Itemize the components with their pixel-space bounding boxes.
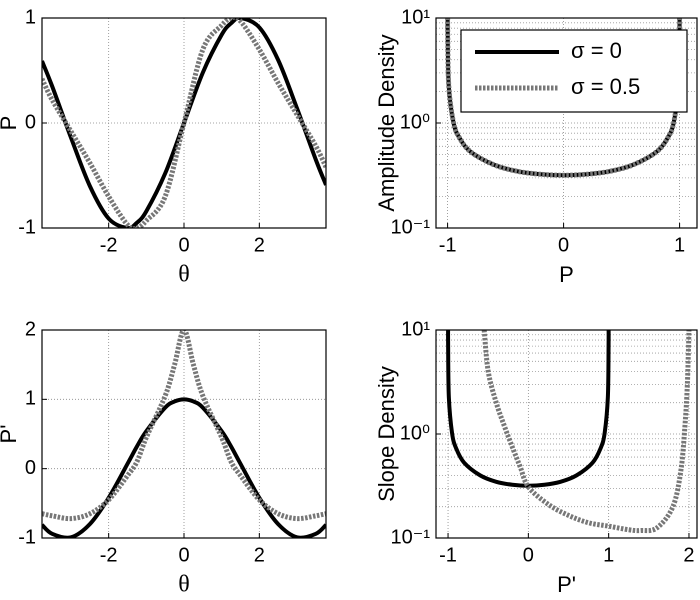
series-line (446, 330, 611, 488)
x-axis-label: θ (178, 572, 190, 598)
plot-frame (41, 329, 327, 539)
x-tick-label: 1 (674, 234, 685, 256)
series-line (42, 330, 326, 522)
subplot: -1 0 1 2 10⁻¹ 10⁰ 10¹ P' Slope Density (374, 318, 698, 597)
series-line (42, 18, 326, 228)
y-tick-label: -1 (18, 216, 36, 238)
y-tick-label: 1 (25, 388, 36, 410)
subplot: -2 0 2 -1 0 1 2 θ P' (0, 318, 327, 598)
y-axis-label: P' (0, 425, 21, 444)
series-line (42, 18, 326, 228)
y-tick-label: 2 (25, 318, 36, 340)
series-line (445, 18, 683, 178)
y-tick-label: 10⁰ (400, 111, 430, 133)
subplot: -2 0 2 -1 0 1 θ P (0, 6, 327, 288)
x-axis-label: P' (557, 572, 576, 597)
y-axis-label: Slope Density (374, 366, 399, 502)
legend-box (460, 29, 688, 113)
x-axis-label: P (559, 262, 574, 287)
y-tick-label: -1 (18, 526, 36, 548)
y-tick-label: 10¹ (401, 6, 430, 28)
y-tick-label: 0 (25, 457, 36, 479)
x-tick-label: 2 (254, 544, 265, 566)
x-tick-label: 0 (178, 544, 189, 566)
series-line (42, 397, 326, 538)
plot-frame (41, 17, 327, 229)
x-tick-label: -1 (439, 234, 457, 256)
y-axis-label: P (0, 116, 21, 131)
y-tick-label: 10⁻¹ (391, 216, 431, 238)
y-tick-label: 1 (25, 6, 36, 28)
x-tick-label: 0 (523, 544, 534, 566)
plot-frame (435, 329, 698, 539)
plot-frame (435, 17, 698, 229)
plot-area (42, 330, 326, 538)
x-tick-label: 2 (683, 544, 694, 566)
x-tick-label: -1 (439, 544, 457, 566)
subplot: -1 0 1 10⁻¹ 10⁰ 10¹ P Amplitude Density σ = 0 σ =… (374, 6, 698, 287)
plot-area (436, 330, 697, 538)
legend-label: σ = 0.5 (571, 74, 640, 99)
y-tick-label: 0 (25, 111, 36, 133)
x-axis-label: θ (178, 262, 190, 288)
y-tick-label: 10¹ (401, 318, 430, 340)
x-tick-label: -2 (100, 234, 118, 256)
y-axis-label: Amplitude Density (374, 34, 399, 211)
y-tick-label: 10⁰ (400, 422, 430, 444)
legend-label: σ = 0 (571, 38, 622, 63)
y-tick-label: 10⁻¹ (391, 526, 431, 548)
x-tick-label: 2 (254, 234, 265, 256)
x-tick-label: 1 (603, 544, 614, 566)
series-line (481, 330, 692, 534)
x-tick-label: 0 (558, 234, 569, 256)
x-tick-label: 0 (178, 234, 189, 256)
x-tick-label: -2 (100, 544, 118, 566)
